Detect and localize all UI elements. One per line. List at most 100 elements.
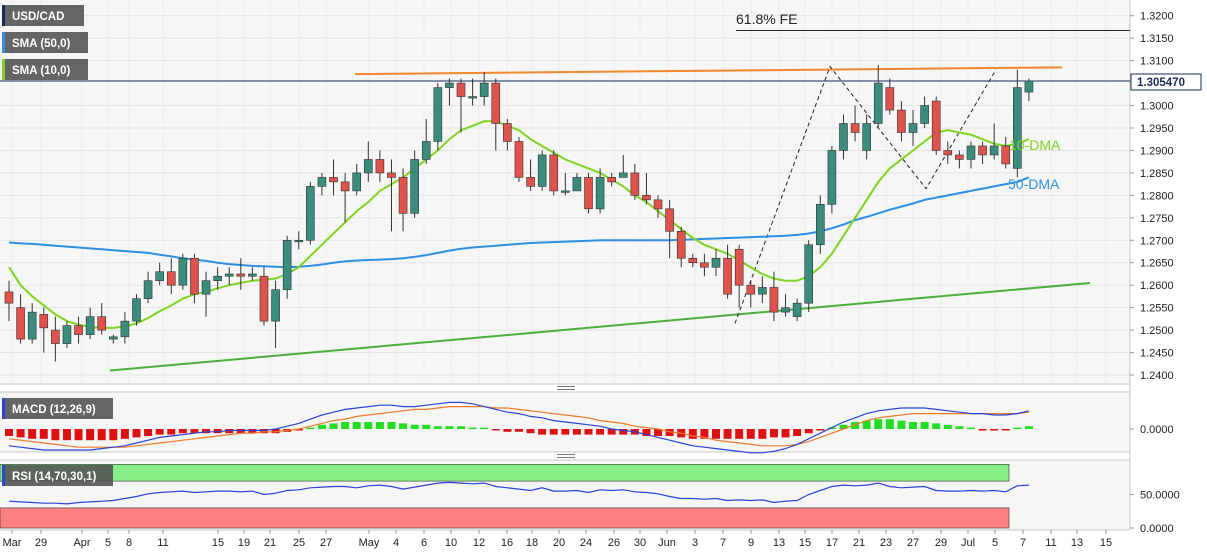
candle-body <box>282 239 292 290</box>
macd-histogram-bar <box>236 429 245 434</box>
current-price-tag: 1.305470 <box>1130 73 1202 91</box>
candle-body <box>259 275 269 322</box>
macd-histogram-bar <box>178 429 187 434</box>
date-tick-label: 23 <box>880 537 892 549</box>
grid-lines <box>0 15 1130 376</box>
date-axis-ticks: Mar 29 Apr 5 8 11 15 19 21 25 27 May 4 6 10 12 16 18 20 24 2… <box>3 530 1112 549</box>
macd-histogram-bar <box>86 429 95 441</box>
macd-histogram-bar <box>966 427 975 430</box>
macd-histogram-bar <box>572 429 581 435</box>
date-tick-label: 15 <box>212 537 224 549</box>
macd-histogram-bar <box>1001 429 1010 431</box>
date-tick-label: 9 <box>748 537 754 549</box>
price-axis <box>1130 0 1207 555</box>
rsi-oversold-band <box>0 507 1010 529</box>
macd-histogram-bar <box>457 426 466 429</box>
candle-body <box>294 239 304 243</box>
candle-body <box>503 123 512 142</box>
macd-series <box>5 401 1033 454</box>
macd-histogram-bar <box>746 429 755 439</box>
date-tick-label: 8 <box>126 537 132 549</box>
rsi-badge[interactable]: RSI (14,70,30,1) <box>2 465 113 486</box>
macd-histogram-bar <box>259 429 268 434</box>
splitter-grip-macd[interactable] <box>557 386 575 390</box>
date-tick-label: Apr <box>73 537 90 549</box>
macd-histogram-bar <box>480 427 489 430</box>
candle-body <box>1024 80 1034 93</box>
macd-histogram-bar <box>5 429 13 436</box>
price-tick-label: 1.3150 <box>1140 33 1174 45</box>
rsi-label: RSI (14,70,30,1) <box>12 471 97 483</box>
price-tick-label: 1.2650 <box>1140 258 1174 270</box>
candle-body <box>4 291 14 304</box>
candle-body <box>398 177 408 214</box>
macd-histogram-bar <box>306 427 315 430</box>
macd-badge[interactable]: MACD (12,26,9) <box>2 398 113 419</box>
candle-body <box>329 177 338 183</box>
macd-histogram-bar <box>422 424 431 429</box>
macd-histogram-bar <box>468 427 477 430</box>
candle-body <box>885 87 895 111</box>
date-tick-label: Jul <box>961 537 975 549</box>
date-tick-label: 4 <box>393 537 399 549</box>
candle-body <box>746 284 756 295</box>
macd-histogram-bar <box>607 429 616 435</box>
macd-histogram-bar <box>804 429 813 434</box>
sma50-line <box>8 176 1030 269</box>
candle-body <box>572 177 582 192</box>
macd-histogram-bar <box>387 422 396 429</box>
date-tick-label: 16 <box>501 537 513 549</box>
macd-histogram-bar <box>271 429 280 434</box>
date-tick-label: 26 <box>608 537 620 549</box>
price-tick-label: 1.2700 <box>1140 235 1174 247</box>
macd-histogram-bar <box>978 429 987 431</box>
candle-body <box>653 199 663 210</box>
candle-body <box>236 273 246 277</box>
candle-body <box>827 150 837 205</box>
macd-histogram-bar <box>816 429 825 431</box>
candle-body <box>815 204 825 246</box>
candle-body <box>920 105 929 124</box>
candle-body <box>862 123 871 151</box>
sma10-badge[interactable]: SMA (10,0) <box>2 59 88 80</box>
candle-body <box>271 289 280 322</box>
candle-body <box>352 172 362 192</box>
sma10-line <box>8 120 1030 329</box>
candle-body <box>155 271 164 282</box>
candle-body <box>120 320 130 338</box>
macd-histogram-bar <box>16 429 25 438</box>
date-tick-label: 21 <box>853 537 865 549</box>
candle-body <box>456 82 466 97</box>
rsi-line <box>8 481 1029 505</box>
date-tick-label: 7 <box>1020 537 1026 549</box>
candle-body <box>561 190 570 193</box>
dma10-label: 10-DMA <box>1009 137 1061 153</box>
symbol-badge[interactable]: USD/CAD <box>2 5 84 26</box>
candle-body <box>943 150 953 156</box>
date-tick-label: 6 <box>421 537 427 549</box>
splitter-grip-rsi[interactable] <box>557 454 575 458</box>
macd-histogram-bar <box>711 429 720 439</box>
candle-body <box>224 273 234 277</box>
macd-histogram-bar <box>874 419 883 429</box>
candle-body <box>190 257 199 295</box>
date-tick-label: 15 <box>1100 537 1112 549</box>
date-tick-label: 24 <box>580 537 592 549</box>
date-tick-label: 13 <box>1071 537 1083 549</box>
date-tick-label: 18 <box>526 537 538 549</box>
sma50-badge[interactable]: SMA (50,0) <box>2 32 88 53</box>
candle-body <box>607 177 616 183</box>
resistance-line <box>354 66 1063 76</box>
candle-body <box>839 123 848 151</box>
candle-body <box>931 100 941 151</box>
candle-body <box>908 123 918 133</box>
macd-histogram-bar <box>735 429 744 439</box>
macd-histogram-bar <box>781 429 790 438</box>
rsi-series <box>8 481 1029 505</box>
macd-histogram-bar <box>920 422 929 429</box>
price-tick-label: 1.2800 <box>1140 190 1174 202</box>
macd-histogram-bar <box>758 429 767 439</box>
candle-body <box>97 316 107 331</box>
candle-body <box>340 181 350 192</box>
macd-histogram-bar <box>723 429 732 439</box>
